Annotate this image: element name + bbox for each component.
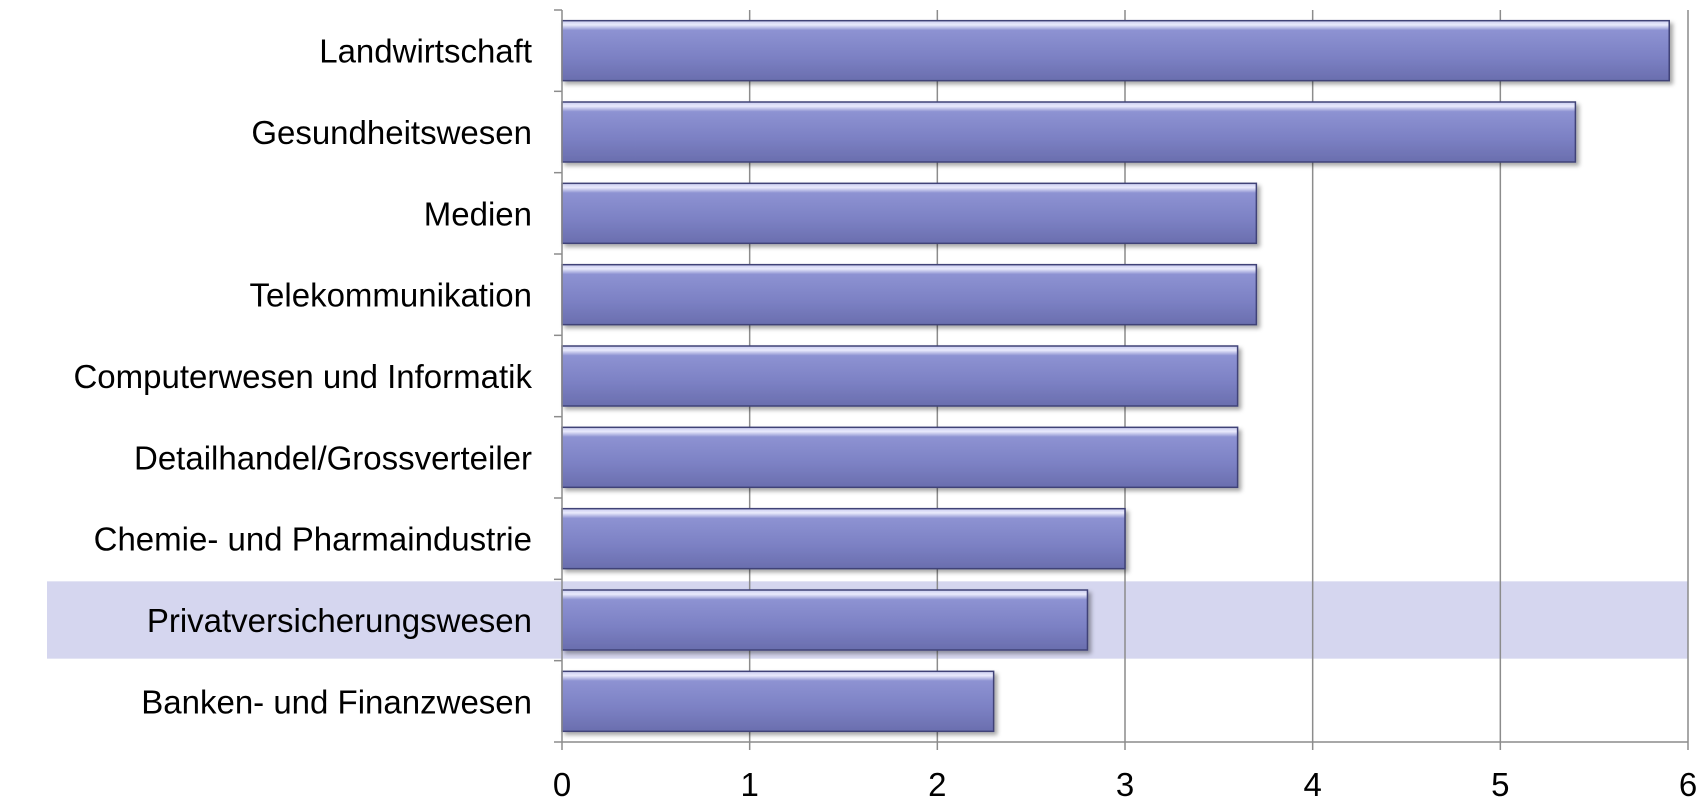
category-label: Medien (424, 195, 532, 232)
bar (561, 101, 1577, 163)
category-label: Gesundheitswesen (251, 114, 532, 151)
category-label: Banken- und Finanzwesen (141, 683, 532, 720)
bar (561, 670, 995, 733)
category-label: Computerwesen und Informatik (73, 358, 532, 395)
category-label: Chemie- und Pharmaindustrie (94, 521, 532, 558)
x-tick-label: 6 (1679, 766, 1697, 803)
bar (561, 507, 1126, 570)
category-label: Detailhandel/Grossverteiler (134, 439, 532, 476)
x-tick-label: 3 (1116, 766, 1134, 803)
category-label: Landwirtschaft (319, 33, 532, 70)
x-tick-label: 0 (553, 766, 571, 803)
category-label: Telekommunikation (250, 277, 532, 314)
x-tick-label: 1 (740, 766, 758, 803)
bar (561, 426, 1239, 489)
bar (561, 345, 1239, 407)
bar (561, 263, 1258, 326)
x-tick-label: 5 (1491, 766, 1509, 803)
x-tick-label: 4 (1303, 766, 1321, 803)
category-label: Privatversicherungswesen (147, 602, 532, 639)
bar (561, 182, 1258, 245)
x-tick-label: 2 (928, 766, 946, 803)
bar (561, 19, 1670, 82)
bar (561, 589, 1089, 651)
